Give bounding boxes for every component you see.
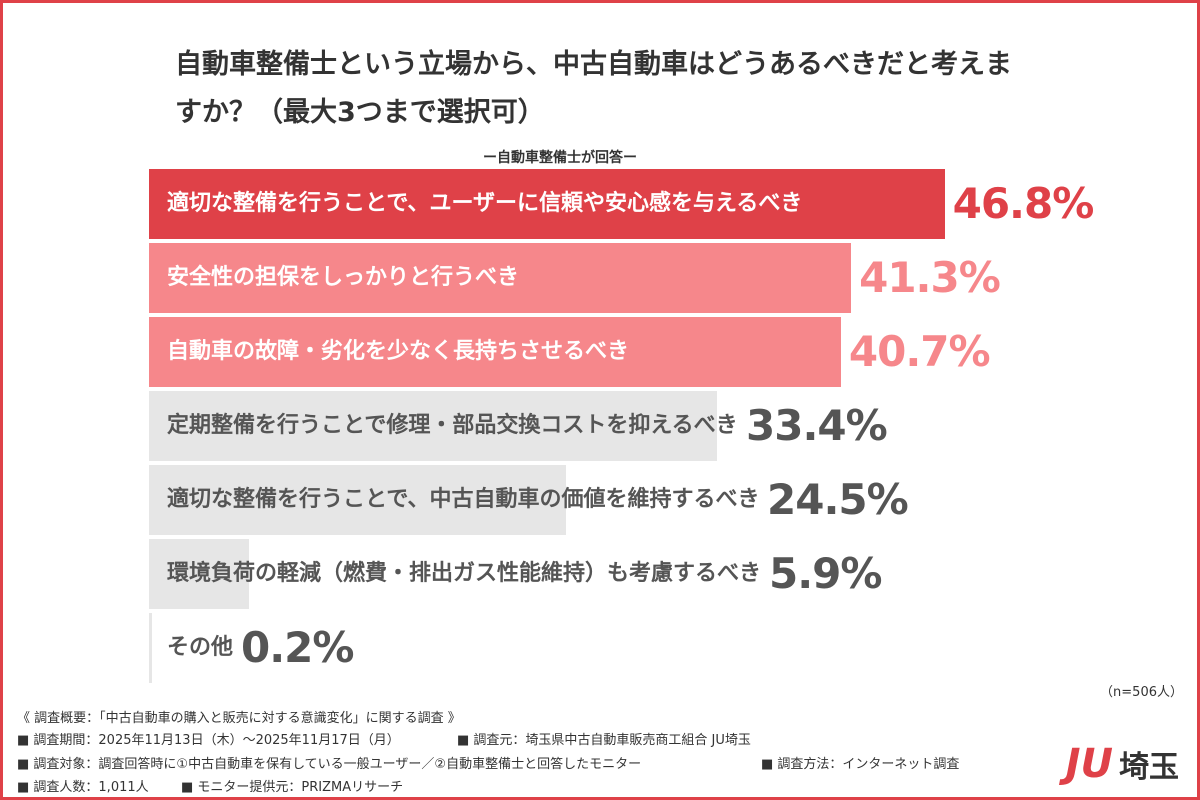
footer-line: ■ 調査元：埼玉県中古自動車販売商工組合 JU埼玉 xyxy=(457,733,751,748)
chart-title: 自動車整備士という立場から、中古自動車はどうあるべきだと考えますか？（最大3つま… xyxy=(175,49,1012,128)
bar xyxy=(149,465,566,535)
bar xyxy=(149,539,250,609)
sample-note: （n=506人） xyxy=(1100,685,1183,700)
value-label: 24.5% xyxy=(767,475,909,524)
value-label: 40.7% xyxy=(848,327,991,376)
value-label: 41.3% xyxy=(859,253,1001,302)
value-label: 0.2% xyxy=(241,623,354,672)
footer-line: ■ 調査方法：インターネット調査 xyxy=(761,757,960,772)
bar xyxy=(149,613,153,683)
category-label: その他 xyxy=(167,635,234,660)
logo: JU 埼玉 xyxy=(1066,741,1179,787)
footer-line: ■ 調査期間：2025年11月13日（木）～2025年11月17日（月） xyxy=(17,733,400,748)
category-label: 適切な整備を行うことで、ユーザーに信頼や安心感を与えるべき xyxy=(167,191,803,216)
footer-line: 《 調査概要：「中古自動車の購入と販売に対する意識変化」に関する調査 》 xyxy=(17,711,461,726)
value-label: 5.9% xyxy=(769,549,882,598)
logo-mark: JU xyxy=(1065,741,1113,787)
footer-line: ■ モニター提供元：PRIZMAリサーチ xyxy=(181,780,404,795)
category-label: 安全性の担保をしっかりと行うべき xyxy=(167,265,520,290)
logo-text: 埼玉 xyxy=(1119,750,1179,785)
footer-line: ■ 調査対象：調査回答時に①中古自動車を保有している一般ユーザー／②自動車整備士… xyxy=(17,757,642,772)
footer-line: ■ 調査人数：1,011人 xyxy=(17,780,149,795)
bar xyxy=(149,317,841,387)
value-label: 33.4% xyxy=(746,401,888,450)
category-label: 環境負荷の軽減（燃費・排出ガス性能維持）も考慮するべき xyxy=(167,561,762,586)
value-label: 46.8% xyxy=(952,179,1095,228)
chart-subtitle: ー自動車整備士が回答ー xyxy=(483,150,637,166)
category-label: 定期整備を行うことで修理・部品交換コストを抑えるべき xyxy=(167,413,738,438)
category-label: 自動車の故障・劣化を少なく長持ちさせるべき xyxy=(167,339,630,364)
bar xyxy=(149,243,852,313)
bar xyxy=(149,169,945,239)
category-label: 適切な整備を行うことで、中古自動車の価値を維持するべき xyxy=(167,487,760,512)
bar xyxy=(149,391,717,461)
